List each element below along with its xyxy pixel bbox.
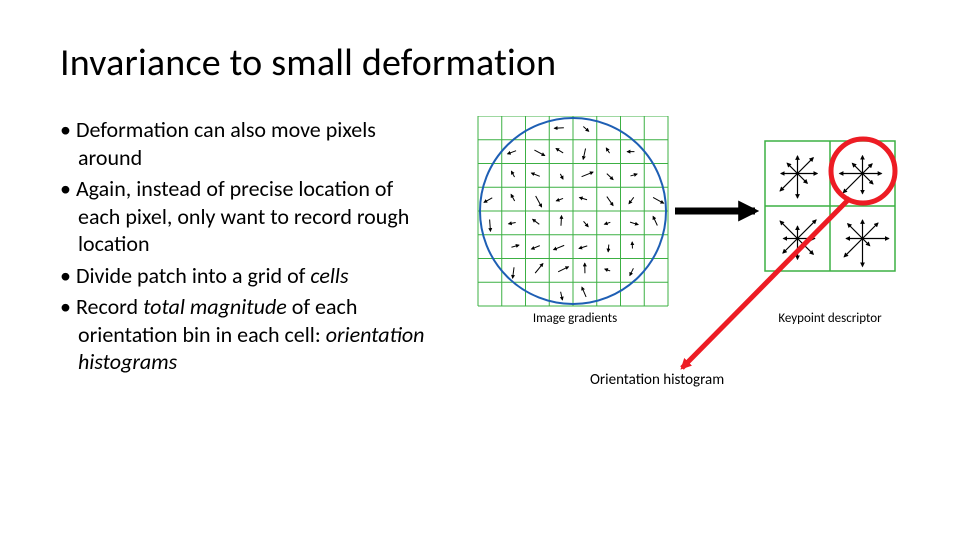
gradients-label: Image gradients bbox=[480, 311, 670, 326]
content-row: Deformation can also move pixels around … bbox=[60, 116, 900, 456]
bullet-3-pre: Divide patch into a grid of bbox=[76, 262, 310, 289]
bullet-1-text: Deformation can also move pixels around bbox=[76, 116, 376, 171]
bullet-1: Deformation can also move pixels around bbox=[60, 116, 440, 171]
bullet-list: Deformation can also move pixels around … bbox=[60, 116, 440, 456]
slide-title: Invariance to small deformation bbox=[60, 40, 900, 86]
bullet-2: Again, instead of precise location of ea… bbox=[60, 175, 440, 258]
figure-area: Image gradients Keypoint descriptor Orie… bbox=[460, 116, 900, 456]
bullet-4-pre: Record bbox=[76, 293, 143, 320]
orientation-histogram-label: Orientation histogram bbox=[590, 371, 724, 389]
bullet-4: Record total magnitude of each orientati… bbox=[60, 293, 440, 376]
bullet-4-italic1: total magnitude bbox=[143, 293, 287, 320]
figure-svg bbox=[460, 116, 900, 456]
slide: Invariance to small deformation Deformat… bbox=[0, 0, 960, 540]
bullet-2-text: Again, instead of precise location of ea… bbox=[76, 175, 409, 257]
descriptor-label: Keypoint descriptor bbox=[760, 311, 900, 326]
bullet-3: Divide patch into a grid of cells bbox=[60, 262, 440, 290]
bullet-3-italic: cells bbox=[310, 262, 348, 289]
